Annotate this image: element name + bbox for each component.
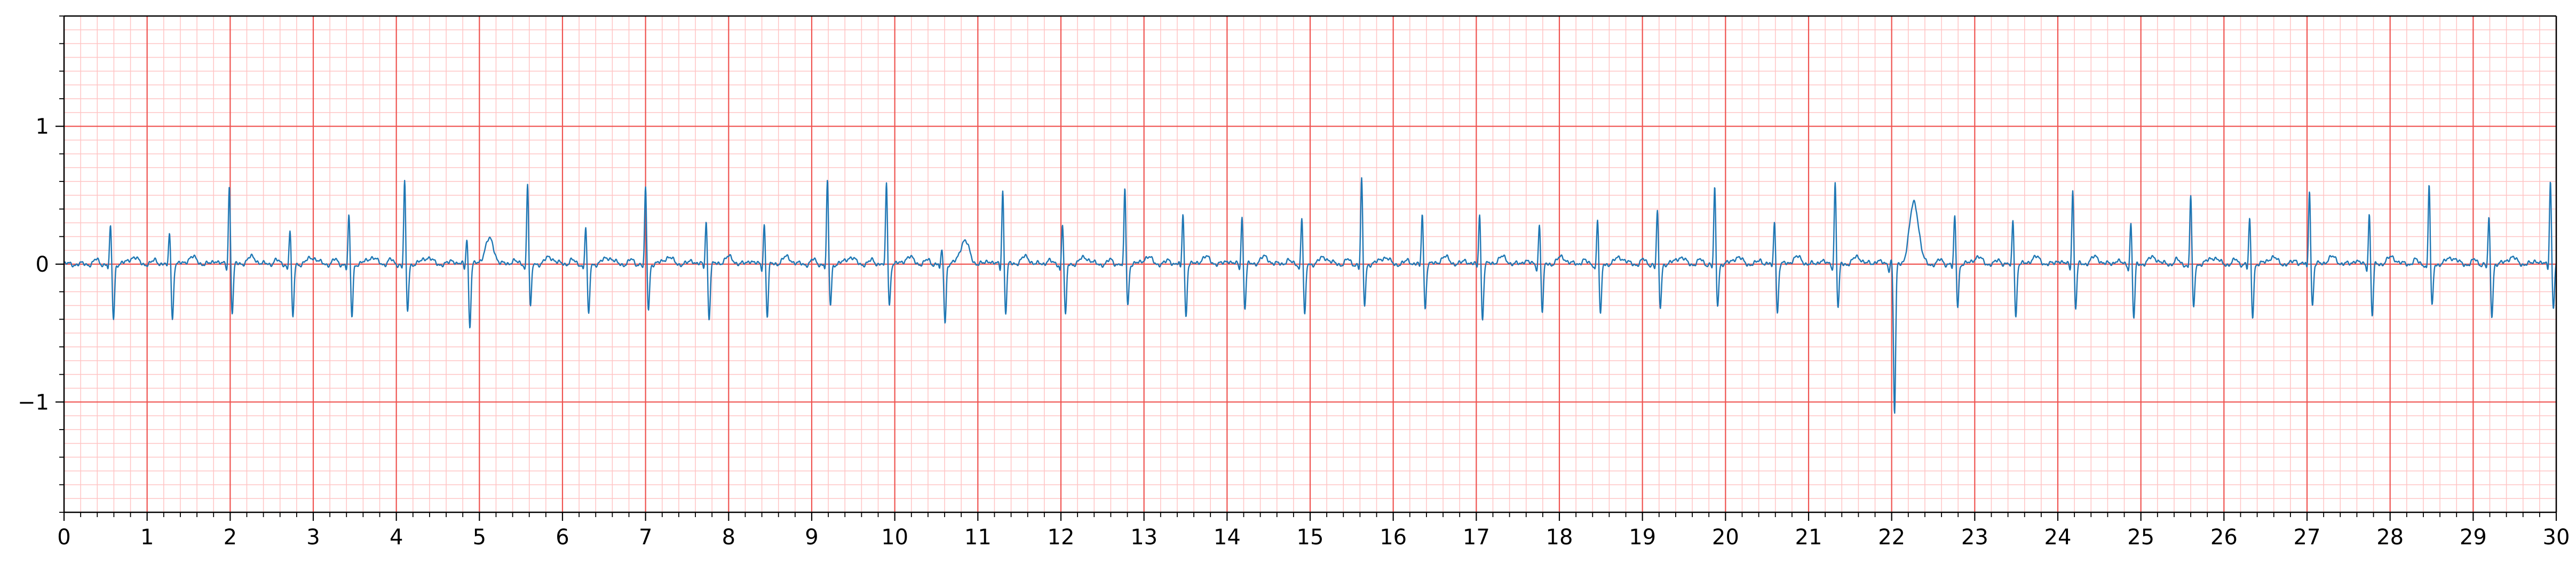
x-tick-label: 17	[1463, 525, 1490, 550]
x-tick-label: 7	[639, 525, 652, 550]
x-tick-label: 27	[2294, 525, 2321, 550]
x-tick-label: 28	[2376, 525, 2404, 550]
x-tick-label: 4	[390, 525, 403, 550]
x-axis-ticks: 0 1 2 3 4 5 6 7 8 9 10 11 12 13 14 15 16 17 18 19 20 21 22 23 24…	[57, 512, 2570, 550]
x-tick-label: 16	[1380, 525, 1407, 550]
x-tick-label: 14	[1214, 525, 1241, 550]
x-tick-label: 0	[57, 525, 70, 550]
x-tick-label: 8	[722, 525, 735, 550]
x-tick-label: 6	[556, 525, 569, 550]
x-tick-label: 13	[1130, 525, 1158, 550]
x-tick-label: 24	[2044, 525, 2072, 550]
x-tick-label: 10	[881, 525, 908, 550]
x-tick-label: 25	[2127, 525, 2154, 550]
x-tick-label: 22	[1878, 525, 1905, 550]
x-tick-label: 2	[224, 525, 237, 550]
x-tick-label: 30	[2543, 525, 2570, 550]
x-tick-label: 12	[1048, 525, 1075, 550]
y-axis-ticks: −1 0 1	[18, 15, 64, 513]
x-tick-label: 5	[473, 525, 486, 550]
x-tick-label: 11	[964, 525, 992, 550]
x-tick-label: 21	[1795, 525, 1822, 550]
x-tick-label: 29	[2460, 525, 2487, 550]
x-tick-label: 15	[1297, 525, 1324, 550]
ecg-trace	[63, 177, 2557, 414]
y-tick-label: 1	[36, 115, 49, 139]
x-tick-label: 3	[306, 525, 320, 550]
x-tick-label: 20	[1712, 525, 1739, 550]
x-tick-label: 9	[805, 525, 818, 550]
x-tick-label: 23	[1961, 525, 1988, 550]
x-tick-label: 19	[1629, 525, 1656, 550]
y-tick-label: 0	[36, 252, 49, 277]
x-tick-label: 1	[140, 525, 154, 550]
x-tick-label: 18	[1546, 525, 1573, 550]
y-tick-label: −1	[18, 390, 49, 415]
x-tick-label: 26	[2210, 525, 2238, 550]
